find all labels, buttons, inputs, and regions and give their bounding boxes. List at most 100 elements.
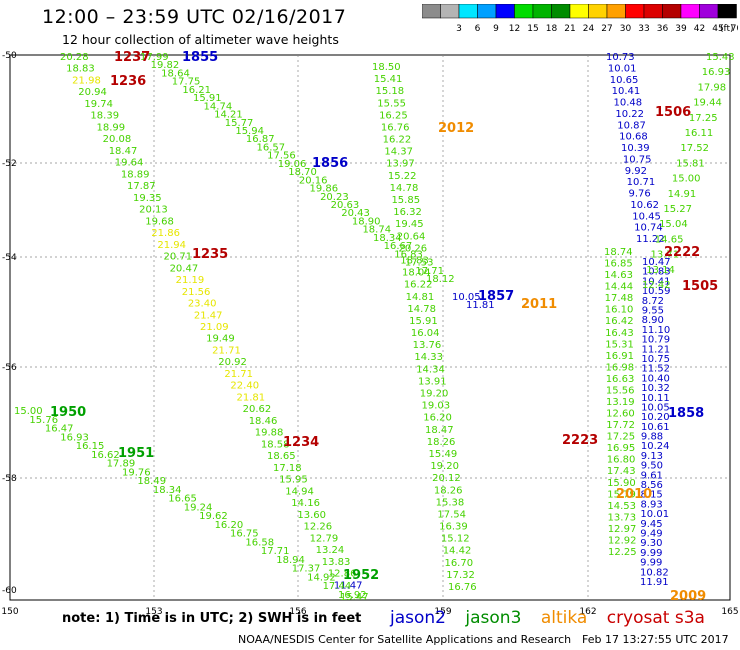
swh-value: 16.63 <box>606 374 635 385</box>
swh-value: 16.93 <box>60 432 89 443</box>
swh-value: 15.43 <box>706 52 735 63</box>
scale-tick-label: 42 <box>694 24 705 34</box>
pass-time-label: 2009 <box>670 589 706 604</box>
swh-value: 12.26 <box>303 522 332 533</box>
scale-tick-label: 21 <box>564 24 575 34</box>
swh-value: 16.65 <box>168 494 197 505</box>
scale-tick-label: 30 <box>620 24 632 34</box>
swh-value: 14.53 <box>607 501 636 512</box>
swh-value: 17.71 <box>261 546 290 557</box>
swh-value: 11.10 <box>642 325 671 336</box>
swh-value: 23.40 <box>188 299 217 310</box>
swh-value: 14.78 <box>390 183 419 194</box>
pass-time-label: 1236 <box>110 74 146 89</box>
swh-value: 15.12 <box>441 534 470 545</box>
swh-value: 14.37 <box>384 147 413 158</box>
swh-value: 20.16 <box>299 175 328 186</box>
swh-value: 18.74 <box>362 225 391 236</box>
scale-tick-label: 9 <box>493 24 499 34</box>
swh-value: 19.24 <box>184 502 213 513</box>
swh-value: 16.67 <box>384 241 413 252</box>
swh-value: 14.78 <box>407 304 436 315</box>
map-frame <box>9 54 731 601</box>
swh-value: 20.28 <box>60 52 89 63</box>
swh-value: 18.90 <box>352 216 381 227</box>
swh-value: 10.39 <box>621 143 650 154</box>
legend-cryosat: cryosat s3a <box>606 608 705 628</box>
swh-value: 16.93 <box>702 67 731 78</box>
swh-value: 17.44 <box>323 581 352 592</box>
pass-time-label: 1856 <box>312 156 348 171</box>
swh-value: 21.47 <box>194 310 223 321</box>
scale-tick-label: 36 <box>657 24 669 34</box>
swh-value: 17.87 <box>127 181 156 192</box>
swh-value: 13.73 <box>608 512 637 523</box>
lat-tick-label: -54 <box>2 253 17 263</box>
swh-value: 20.62 <box>243 404 272 415</box>
swh-value: 12.60 <box>606 409 635 420</box>
swh-value: 17.48 <box>605 293 634 304</box>
swh-value: 17.52 <box>680 143 709 154</box>
swh-value: 21.56 <box>182 287 211 298</box>
swh-value: 10.11 <box>641 393 670 404</box>
swh-value: 18.04 <box>402 268 431 279</box>
swh-value: 21.19 <box>176 275 205 286</box>
swh-value: 13.76 <box>413 340 442 351</box>
swh-value: 18.47 <box>425 425 454 436</box>
swh-value: 9.30 <box>640 538 662 549</box>
pass-time-label: 1952 <box>343 568 379 583</box>
swh-value: 16.22 <box>383 135 412 146</box>
swh-value: 15.56 <box>606 385 635 396</box>
swh-value: 11.22 <box>636 234 665 245</box>
pass-time-label: 2223 <box>562 433 598 448</box>
swh-value: 12.79 <box>310 533 339 544</box>
pass-time-label: 1858 <box>668 406 704 421</box>
swh-value: 12.86 <box>328 569 357 580</box>
swh-value: 10.74 <box>634 223 663 234</box>
swh-value: 12.25 <box>608 547 637 558</box>
lat-tick-label: -52 <box>2 159 17 169</box>
swh-value: 16.42 <box>605 316 634 327</box>
swh-value: 14.34 <box>416 364 445 375</box>
swh-value: 16.21 <box>182 85 211 96</box>
swh-value: 8.90 <box>642 315 664 326</box>
swh-value: 14.94 <box>285 486 314 497</box>
swh-value: 9.55 <box>642 305 664 316</box>
swh-value: 18.74 <box>604 247 633 258</box>
swh-value: 13.19 <box>606 397 635 408</box>
swh-value: 10.71 <box>627 177 656 188</box>
credit-line: NOAA/NESDIS Center for Satellite Applica… <box>238 633 572 646</box>
swh-value: 18.26 <box>427 437 456 448</box>
swh-value: 15.76 <box>29 415 58 426</box>
swh-value: 17.98 <box>697 82 726 93</box>
swh-value: 17.72 <box>606 420 635 431</box>
pass-time-label: 1234 <box>283 435 319 450</box>
swh-value: 19.35 <box>133 193 162 204</box>
swh-value: 16.32 <box>393 207 422 218</box>
swh-value: 18.94 <box>276 555 305 566</box>
scale-tick-label: 45 <box>712 24 723 34</box>
swh-value: 18.70 <box>288 167 317 178</box>
swh-value: 21.09 <box>200 322 229 333</box>
swh-value: 20.63 <box>331 200 360 211</box>
swh-value: 16.92 <box>338 590 367 601</box>
swh-value: 20.13 <box>139 205 168 216</box>
swh-value: 16.95 <box>607 443 636 454</box>
swh-value: 13.60 <box>297 510 326 521</box>
swh-value: 20.94 <box>78 87 107 98</box>
swh-value: 17.53 <box>405 258 434 269</box>
swh-value: 21.71 <box>224 369 253 380</box>
swh-value: 10.41 <box>642 276 671 287</box>
swh-value: 19.20 <box>430 461 459 472</box>
swh-value: 18.47 <box>109 146 138 157</box>
pass-time-label: 1235 <box>192 247 228 262</box>
swh-value: 16.20 <box>215 520 244 531</box>
swh-value: 10.01 <box>640 509 669 520</box>
mission-legend: jason2 jason3 altika cryosat s3a <box>390 608 719 628</box>
swh-value: 13.24 <box>316 545 345 556</box>
swh-value: 10.87 <box>617 120 646 131</box>
swh-value: 10.05 <box>452 292 481 303</box>
swh-value: 9.99 <box>640 548 662 559</box>
swh-value: 10.75 <box>641 354 670 365</box>
swh-value: 10.24 <box>641 441 670 452</box>
